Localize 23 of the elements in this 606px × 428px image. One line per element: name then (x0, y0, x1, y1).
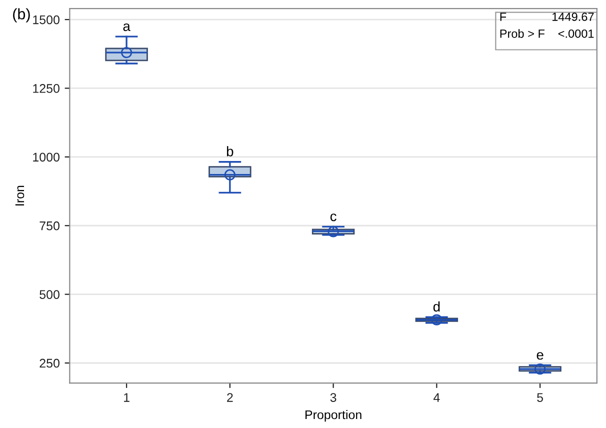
x-tick-label: 5 (537, 393, 544, 402)
y-tick-label: 750 (40, 221, 60, 230)
y-tick-label: 500 (40, 290, 60, 299)
x-tick-label: 4 (433, 393, 440, 402)
y-axis-title: Iron (15, 186, 24, 206)
annotation: e (536, 352, 544, 360)
annotation: Prob > F (500, 29, 545, 38)
annotation: c (330, 214, 336, 222)
x-tick-label: 1 (124, 393, 130, 402)
y-tick-label: 1500 (33, 15, 60, 24)
y-tick-label: 1250 (33, 84, 60, 93)
y-tick-label: 250 (40, 358, 60, 368)
x-tick-label: 3 (330, 393, 336, 402)
annotation: d (433, 301, 440, 312)
y-tick-label: 1000 (33, 152, 60, 162)
annotation: <.0001 (558, 29, 594, 38)
x-axis-title: Proportion (305, 410, 362, 422)
x-tick-label: 2 (227, 393, 233, 402)
annotation: 1449.67 (552, 12, 594, 21)
annotation: a (123, 23, 130, 32)
annotation: F (500, 12, 506, 21)
chart-title: (b) (13, 8, 30, 22)
annotation: b (226, 146, 234, 156)
